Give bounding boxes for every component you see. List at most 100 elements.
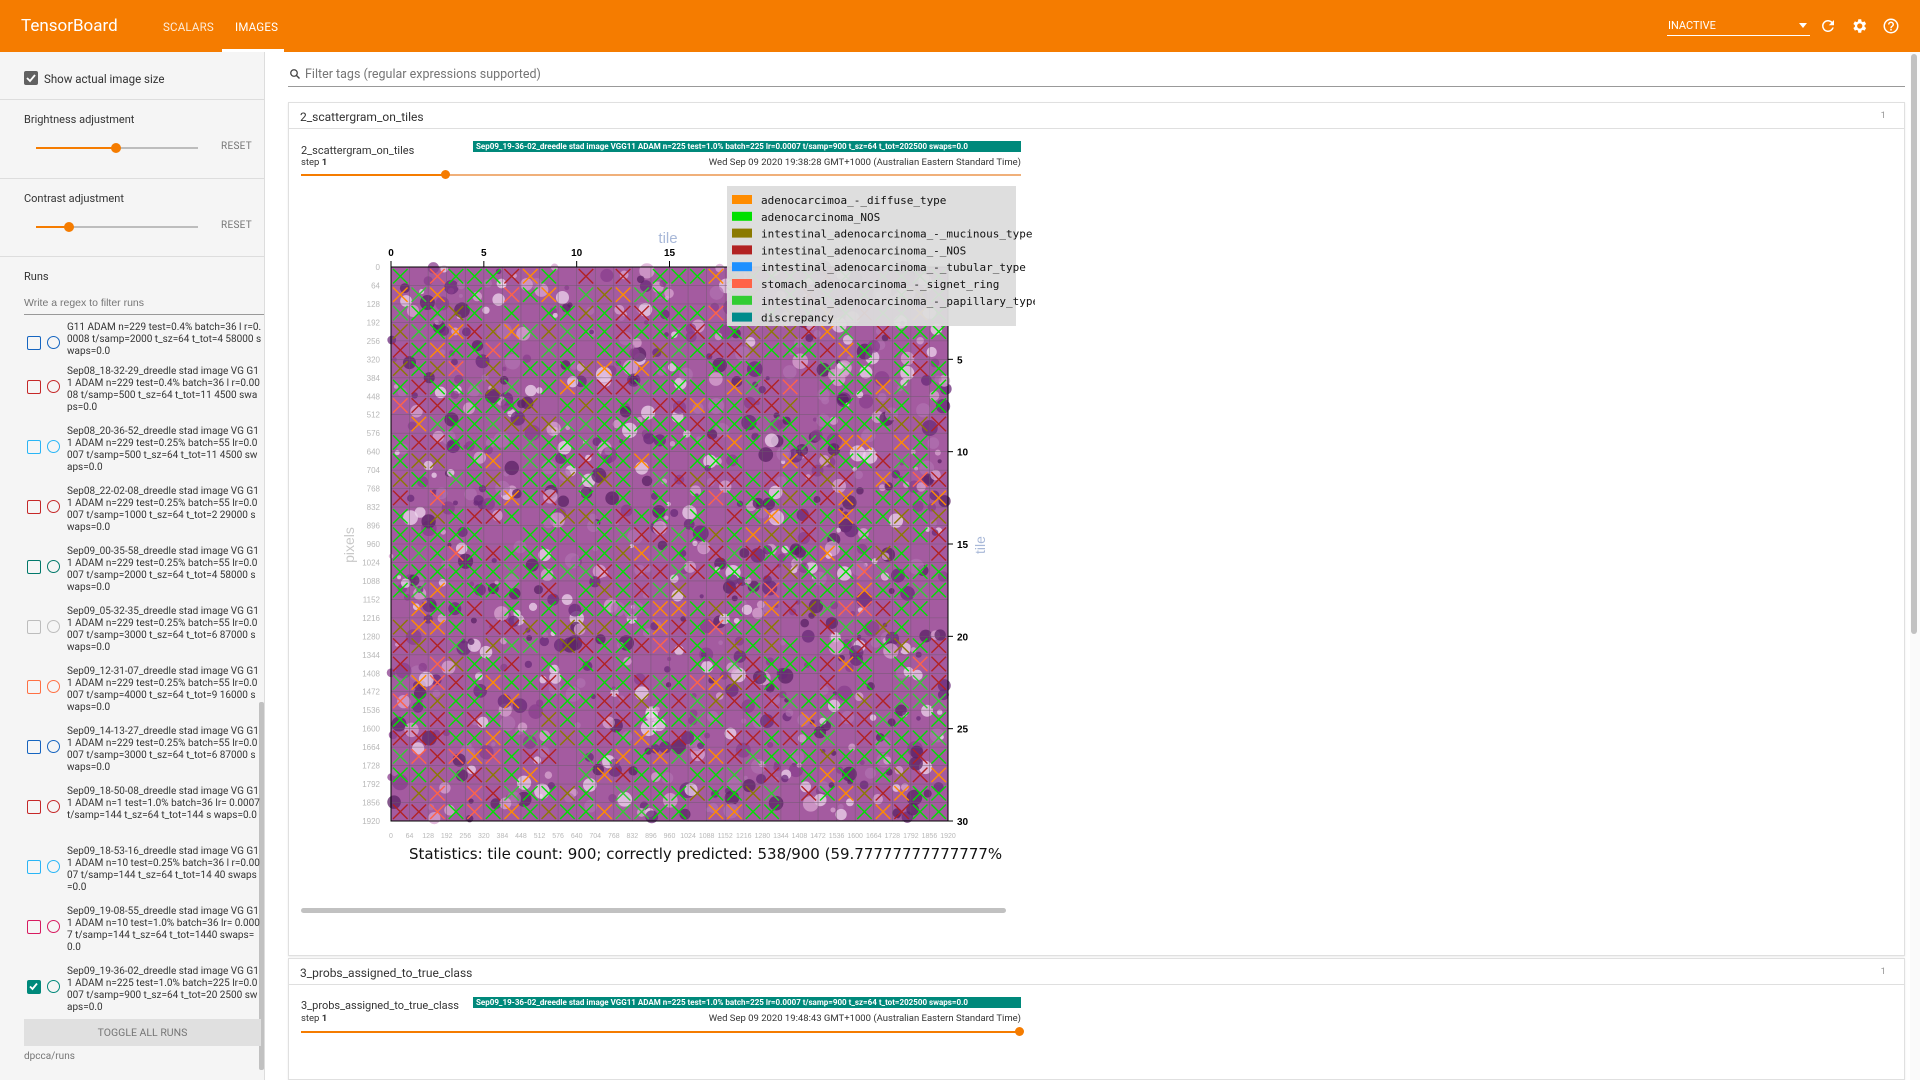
tile-prediction-mark bbox=[429, 360, 446, 377]
tile-prediction-mark bbox=[429, 804, 446, 820]
run-checkbox[interactable] bbox=[27, 920, 41, 934]
run-color-radio[interactable] bbox=[47, 336, 60, 349]
run-color-radio[interactable] bbox=[47, 680, 60, 693]
tile-prediction-mark bbox=[448, 527, 464, 543]
tile-prediction-mark bbox=[930, 323, 947, 340]
run-checkbox[interactable] bbox=[27, 440, 41, 454]
tissue-cell bbox=[857, 634, 862, 639]
tile-prediction-mark bbox=[615, 804, 631, 820]
settings-icon[interactable] bbox=[1850, 17, 1868, 35]
run-color-radio[interactable] bbox=[47, 980, 60, 993]
tile-prediction-mark bbox=[819, 767, 836, 783]
run-item[interactable]: Sep09_00-35-58_dreedle stad image VG G11… bbox=[0, 546, 265, 606]
tile-prediction-mark bbox=[448, 305, 464, 321]
section-header-scattergram[interactable]: 2_scattergram_on_tiles 1 bbox=[288, 102, 1905, 129]
run-checkbox[interactable] bbox=[27, 740, 41, 754]
tile-prediction-mark bbox=[411, 637, 427, 654]
run-item[interactable]: G11 ADAM n=229 test=0.4% batch=36 l r=0.… bbox=[0, 322, 265, 382]
main-scrollbar[interactable] bbox=[1910, 52, 1920, 1080]
run-color-radio[interactable] bbox=[47, 920, 60, 933]
tile-prediction-mark bbox=[763, 656, 780, 672]
run-checkbox[interactable] bbox=[27, 500, 41, 514]
tile-prediction-mark bbox=[596, 434, 613, 451]
tile-prediction-mark bbox=[541, 600, 557, 617]
tab-images[interactable]: IMAGES bbox=[235, 20, 279, 34]
tissue-cell bbox=[708, 802, 719, 814]
contrast-reset-button[interactable]: RESET bbox=[221, 220, 253, 231]
run-item[interactable]: Sep08_22-02-08_dreedle stad image VG G11… bbox=[0, 486, 265, 546]
run-checkbox[interactable] bbox=[27, 620, 41, 634]
tile-prediction-mark bbox=[541, 305, 557, 321]
tissue-cell bbox=[926, 346, 937, 358]
tile-prediction-mark bbox=[726, 582, 743, 598]
run-color-radio[interactable] bbox=[47, 620, 60, 633]
card-horizontal-scrollbar[interactable] bbox=[301, 908, 1006, 913]
tissue-cell bbox=[589, 329, 594, 335]
tile-prediction-mark bbox=[819, 527, 836, 543]
right-tick-label: 5 bbox=[957, 355, 963, 366]
run-item[interactable]: Sep08_18-32-29_dreedle stad image VG G11… bbox=[0, 366, 265, 426]
run-color-radio[interactable] bbox=[47, 440, 60, 453]
run-checkbox[interactable] bbox=[27, 336, 41, 350]
tile-prediction-mark bbox=[411, 674, 427, 691]
run-color-radio[interactable] bbox=[47, 740, 60, 753]
tab-scalars[interactable]: SCALARS bbox=[163, 20, 214, 34]
help-icon[interactable] bbox=[1882, 17, 1900, 35]
tile-prediction-mark bbox=[745, 748, 761, 765]
bottom-tick-label: 640 bbox=[571, 833, 583, 840]
run-color-radio[interactable] bbox=[47, 800, 60, 813]
tile-prediction-mark bbox=[856, 785, 873, 802]
run-item[interactable]: Sep09_12-31-07_dreedle stad image VG G11… bbox=[0, 666, 265, 726]
run-item[interactable]: Sep08_20-36-52_dreedle stad image VG G11… bbox=[0, 426, 265, 486]
tile-prediction-mark bbox=[689, 416, 706, 432]
inactive-dashboards-dropdown[interactable]: INACTIVE bbox=[1667, 14, 1810, 36]
tissue-cell bbox=[473, 500, 479, 506]
tissue-cell bbox=[504, 574, 520, 589]
tissue-cell bbox=[681, 731, 695, 745]
run-checkbox[interactable] bbox=[27, 980, 41, 994]
run-checkbox[interactable] bbox=[27, 560, 41, 574]
tile-prediction-mark bbox=[615, 545, 631, 561]
section-header-probs[interactable]: 3_probs_assigned_to_true_class 1 bbox=[288, 958, 1905, 985]
main-scrollbar-thumb[interactable] bbox=[1911, 54, 1917, 634]
run-checkbox[interactable] bbox=[27, 860, 41, 874]
run-item[interactable]: Sep09_18-53-16_dreedle stad image VG G11… bbox=[0, 846, 265, 906]
tag-filter[interactable]: Filter tags (regular expressions support… bbox=[288, 63, 1905, 87]
tile-prediction-mark bbox=[745, 416, 761, 432]
tissue-cell bbox=[516, 775, 532, 790]
tissue-cell bbox=[560, 360, 571, 371]
run-item[interactable]: Sep09_14-13-27_dreedle stad image VG G11… bbox=[0, 726, 265, 786]
runs-regex-filter-input[interactable] bbox=[24, 291, 264, 315]
run-checkbox[interactable] bbox=[27, 680, 41, 694]
step-slider-thumb[interactable] bbox=[441, 170, 450, 179]
run-color-radio[interactable] bbox=[47, 560, 60, 573]
contrast-slider-thumb[interactable] bbox=[64, 222, 74, 232]
tile-prediction-mark bbox=[633, 804, 650, 820]
run-color-radio[interactable] bbox=[47, 500, 60, 513]
tile-prediction-mark bbox=[522, 268, 539, 284]
tissue-cell bbox=[742, 779, 756, 793]
run-checkbox[interactable] bbox=[27, 800, 41, 814]
run-item[interactable]: Sep09_19-36-02_dreedle stad image VG G11… bbox=[0, 966, 265, 1016]
tile-prediction-mark bbox=[819, 471, 836, 488]
tile-prediction-mark bbox=[671, 397, 687, 414]
tile-prediction-mark bbox=[411, 730, 427, 746]
run-checkbox[interactable] bbox=[27, 380, 41, 394]
tile-prediction-mark bbox=[429, 785, 446, 802]
run-item[interactable]: Sep09_18-50-08_dreedle stad image VG G11… bbox=[0, 786, 265, 846]
tile-prediction-mark bbox=[485, 545, 501, 561]
tile-prediction-mark bbox=[466, 600, 483, 617]
run-color-radio[interactable] bbox=[47, 860, 60, 873]
runs-scrollbar[interactable] bbox=[259, 702, 264, 1070]
run-item[interactable]: Sep09_05-32-35_dreedle stad image VG G11… bbox=[0, 606, 265, 666]
brightness-reset-button[interactable]: RESET bbox=[221, 141, 253, 152]
brightness-slider-thumb[interactable] bbox=[111, 143, 121, 153]
run-item[interactable]: Sep09_19-08-55_dreedle stad image VG G11… bbox=[0, 906, 265, 966]
step-slider-thumb[interactable] bbox=[1015, 1027, 1024, 1036]
run-color-radio[interactable] bbox=[47, 380, 60, 393]
refresh-icon[interactable] bbox=[1819, 17, 1837, 35]
tile-prediction-mark bbox=[708, 619, 724, 635]
toggle-all-runs-button[interactable]: TOGGLE ALL RUNS bbox=[24, 1019, 261, 1046]
tile-prediction-mark bbox=[856, 730, 873, 746]
show-actual-size-checkbox[interactable] bbox=[24, 71, 38, 85]
